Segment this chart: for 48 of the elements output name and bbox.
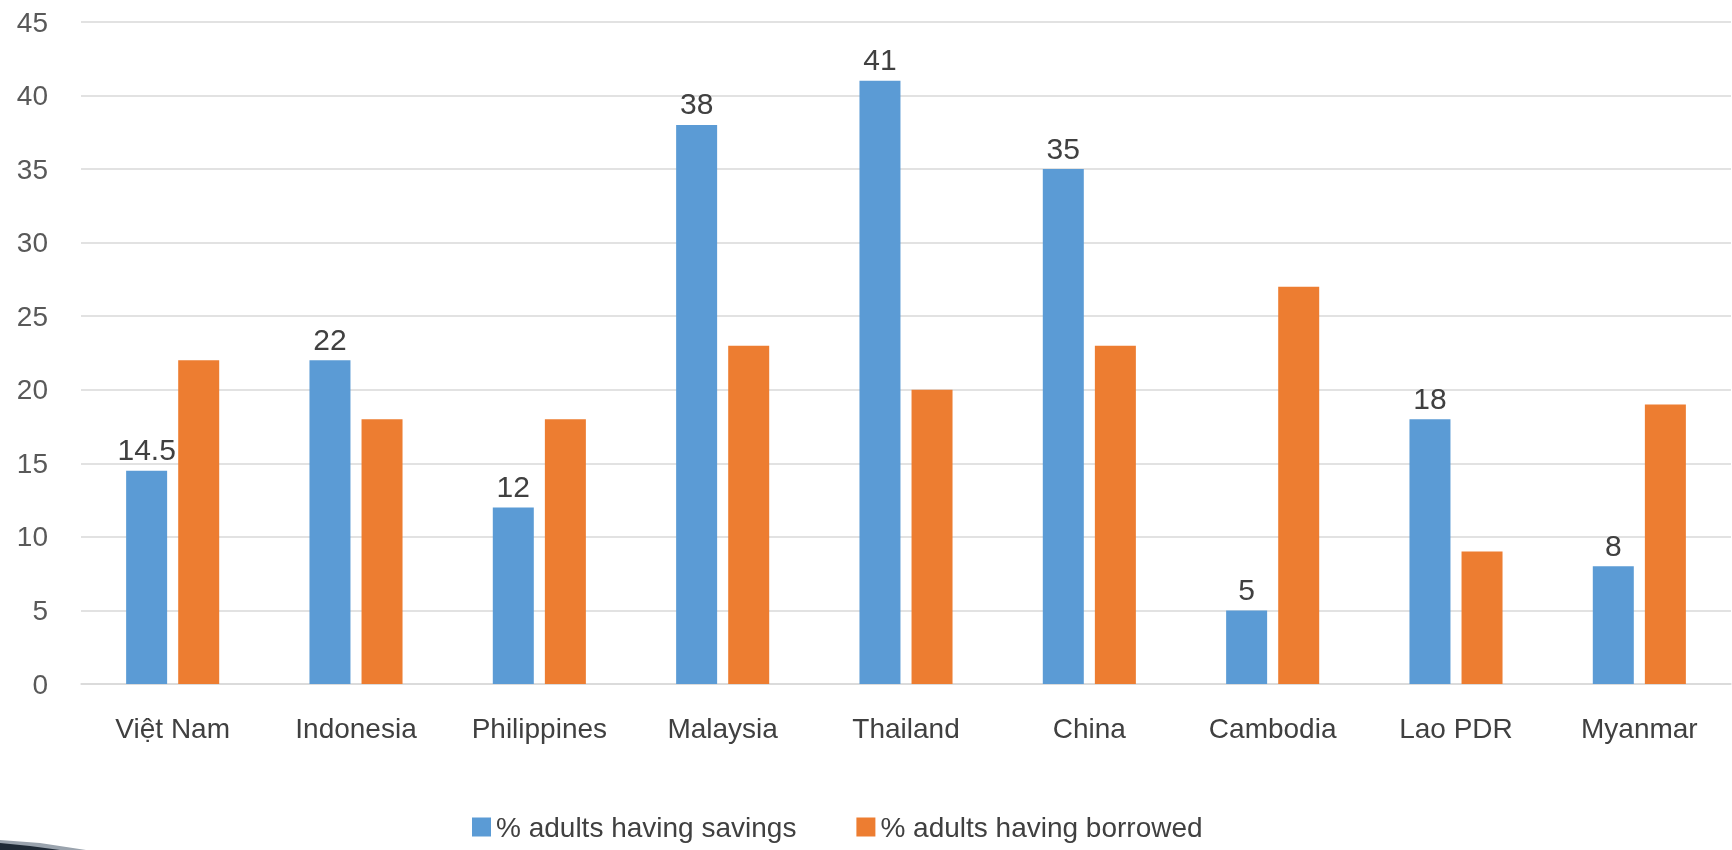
bar: [1461, 551, 1503, 684]
y-tick-label: 25: [16, 300, 48, 332]
bar: [1042, 169, 1084, 684]
bar: [1592, 566, 1634, 684]
x-tick-label: Myanmar: [1580, 712, 1698, 744]
bar: [178, 360, 220, 684]
y-tick-label: 10: [16, 521, 48, 553]
x-tick-label: Lao PDR: [1399, 712, 1513, 744]
bar: [361, 419, 403, 684]
bar: [1278, 286, 1320, 684]
y-tick-label: 15: [16, 447, 48, 479]
data-label: 41: [863, 43, 897, 77]
bar: [544, 419, 586, 684]
y-tick-label: 5: [32, 594, 48, 626]
data-label: 35: [1046, 131, 1080, 165]
y-tick-label: 40: [16, 80, 48, 112]
y-tick-label: 35: [16, 153, 48, 185]
bar: [859, 80, 901, 684]
bar: [492, 507, 534, 684]
data-label: 12: [496, 469, 530, 503]
bar: [728, 345, 770, 684]
x-tick-label: Cambodia: [1208, 712, 1337, 744]
data-label: 5: [1238, 572, 1255, 606]
data-label: 22: [313, 322, 347, 356]
legend-label: % adults having savings: [496, 811, 797, 843]
bar: [309, 360, 351, 684]
bar: [1409, 419, 1451, 684]
y-tick-label: 30: [16, 227, 48, 259]
x-tick-label: Việt Nam: [115, 712, 230, 744]
x-tick-label: Thailand: [852, 712, 960, 744]
data-label: 18: [1413, 381, 1447, 415]
data-label: 8: [1604, 528, 1622, 562]
bar: [126, 470, 168, 684]
data-label: 38: [679, 87, 714, 121]
y-tick-label: 20: [16, 374, 48, 406]
y-tick-label: 45: [16, 6, 48, 38]
y-tick-label: 0: [32, 668, 48, 700]
x-tick-label: Malaysia: [667, 712, 779, 744]
legend-label: % adults having borrowed: [880, 811, 1203, 843]
bar: [1226, 610, 1268, 684]
bar: [911, 389, 953, 684]
data-label: 14.5: [117, 433, 176, 467]
x-tick-label: China: [1052, 712, 1127, 744]
bar: [1644, 404, 1686, 684]
x-tick-label: Philippines: [471, 712, 608, 744]
x-tick-label: Indonesia: [295, 712, 418, 744]
bar: [1094, 345, 1136, 684]
bar: [676, 124, 718, 684]
